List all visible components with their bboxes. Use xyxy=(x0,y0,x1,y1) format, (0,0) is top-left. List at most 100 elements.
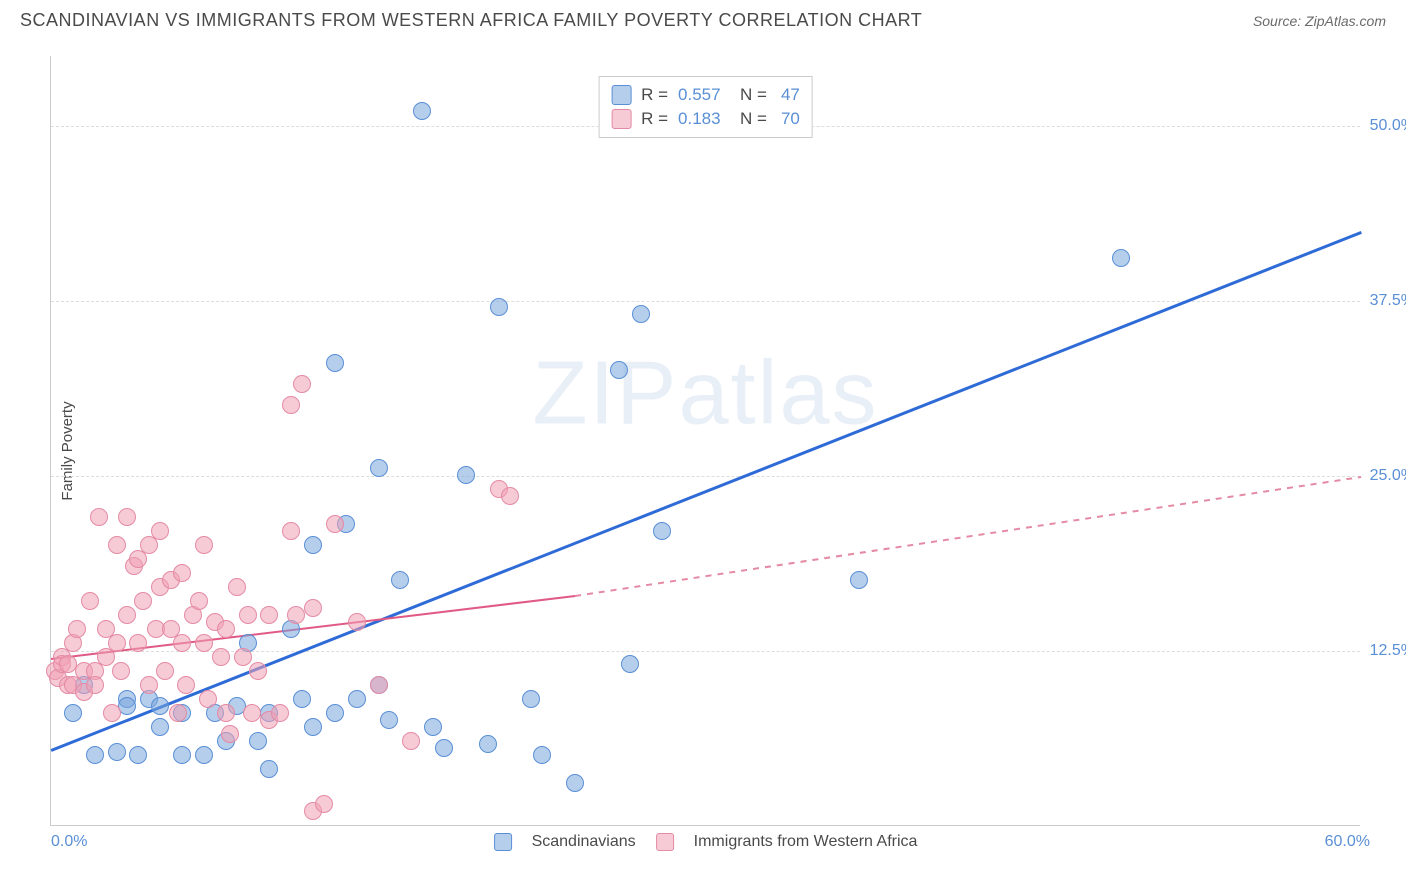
ytick-label: 25.0% xyxy=(1370,467,1406,485)
scatter-point xyxy=(533,746,551,764)
scatter-point xyxy=(108,743,126,761)
stat-n-label: N = xyxy=(731,85,767,105)
stat-r-value-blue: 0.557 xyxy=(678,85,721,105)
scatter-point xyxy=(348,690,366,708)
scatter-point xyxy=(177,676,195,694)
scatter-point xyxy=(293,375,311,393)
scatter-point xyxy=(239,606,257,624)
scatter-point xyxy=(108,536,126,554)
legend-label-pink: Immigrants from Western Africa xyxy=(694,833,918,851)
scatter-point xyxy=(173,564,191,582)
swatch-pink-icon xyxy=(656,833,674,851)
stat-n-label: N = xyxy=(731,109,767,129)
scatter-point xyxy=(221,725,239,743)
scatter-point xyxy=(173,634,191,652)
scatter-point xyxy=(326,704,344,722)
scatter-point xyxy=(435,739,453,757)
scatter-point xyxy=(86,676,104,694)
scatter-point xyxy=(380,711,398,729)
scatter-point xyxy=(391,571,409,589)
scatter-point xyxy=(1112,249,1130,267)
scatter-point xyxy=(260,606,278,624)
stat-r-label: R = xyxy=(641,109,668,129)
stat-n-value-blue: 47 xyxy=(781,85,800,105)
scatter-point xyxy=(118,508,136,526)
scatter-point xyxy=(151,697,169,715)
scatter-point xyxy=(653,522,671,540)
scatter-point xyxy=(195,746,213,764)
scatter-point xyxy=(304,599,322,617)
scatter-point xyxy=(402,732,420,750)
scatter-point xyxy=(566,774,584,792)
scatter-point xyxy=(370,676,388,694)
scatter-point xyxy=(151,522,169,540)
scatter-point xyxy=(234,648,252,666)
gridline xyxy=(51,476,1360,477)
chart-header: SCANDINAVIAN VS IMMIGRANTS FROM WESTERN … xyxy=(0,0,1406,36)
scatter-point xyxy=(90,508,108,526)
legend-stats-box: R = 0.557 N = 47 R = 0.183 N = 70 xyxy=(598,76,813,138)
ytick-label: 50.0% xyxy=(1370,117,1406,135)
scatter-point xyxy=(315,795,333,813)
scatter-point xyxy=(457,466,475,484)
scatter-point xyxy=(413,102,431,120)
scatter-point xyxy=(199,690,217,708)
swatch-blue-icon xyxy=(611,85,631,105)
scatter-point xyxy=(103,704,121,722)
scatter-point xyxy=(501,487,519,505)
scatter-point xyxy=(632,305,650,323)
legend-bottom: Scandinavians Immigrants from Western Af… xyxy=(494,833,918,851)
scatter-point xyxy=(173,746,191,764)
scatter-point xyxy=(129,746,147,764)
ytick-label: 37.5% xyxy=(1370,292,1406,310)
scatter-point xyxy=(118,606,136,624)
scatter-point xyxy=(610,361,628,379)
watermark-zip: ZIP xyxy=(532,344,678,444)
scatter-point xyxy=(108,634,126,652)
scatter-point xyxy=(129,634,147,652)
scatter-point xyxy=(304,536,322,554)
scatter-point xyxy=(282,522,300,540)
scatter-point xyxy=(134,592,152,610)
xtick-label: 60.0% xyxy=(1325,833,1370,851)
scatter-point xyxy=(64,704,82,722)
scatter-point xyxy=(287,606,305,624)
scatter-point xyxy=(112,662,130,680)
scatter-point xyxy=(522,690,540,708)
swatch-blue-icon xyxy=(494,833,512,851)
scatter-point xyxy=(195,536,213,554)
plot-region: ZIPatlas R = 0.557 N = 47 R = 0.183 N = … xyxy=(50,56,1360,826)
watermark-atlas: atlas xyxy=(678,344,878,444)
scatter-point xyxy=(151,718,169,736)
scatter-point xyxy=(282,396,300,414)
scatter-point xyxy=(850,571,868,589)
scatter-point xyxy=(81,592,99,610)
scatter-point xyxy=(228,578,246,596)
scatter-point xyxy=(304,718,322,736)
scatter-point xyxy=(169,704,187,722)
regression-line xyxy=(51,231,1362,751)
scatter-point xyxy=(479,735,497,753)
legend-stats-row-2: R = 0.183 N = 70 xyxy=(611,107,800,131)
scatter-point xyxy=(249,662,267,680)
scatter-point xyxy=(86,746,104,764)
scatter-point xyxy=(217,704,235,722)
scatter-point xyxy=(271,704,289,722)
scatter-point xyxy=(621,655,639,673)
scatter-point xyxy=(243,704,261,722)
chart-title: SCANDINAVIAN VS IMMIGRANTS FROM WESTERN … xyxy=(20,10,922,31)
scatter-point xyxy=(212,648,230,666)
scatter-point xyxy=(140,676,158,694)
scatter-point xyxy=(217,620,235,638)
scatter-point xyxy=(424,718,442,736)
scatter-point xyxy=(326,515,344,533)
stat-r-value-pink: 0.183 xyxy=(678,109,721,129)
scatter-point xyxy=(293,690,311,708)
scatter-point xyxy=(260,760,278,778)
scatter-point xyxy=(195,634,213,652)
ytick-label: 12.5% xyxy=(1370,642,1406,660)
legend-label-blue: Scandinavians xyxy=(532,833,636,851)
scatter-point xyxy=(370,459,388,477)
scatter-point xyxy=(490,298,508,316)
stat-r-label: R = xyxy=(641,85,668,105)
